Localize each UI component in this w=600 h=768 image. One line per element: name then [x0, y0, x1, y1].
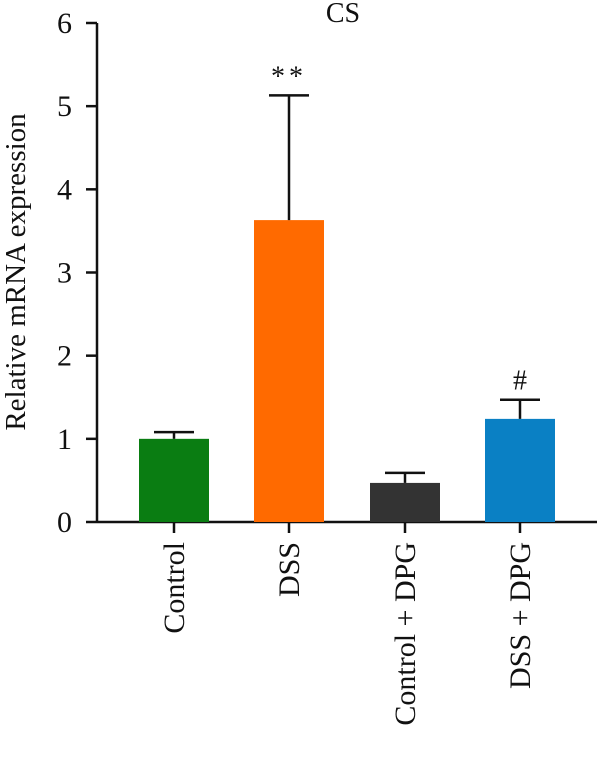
plot-area: 0 1 2 3 4 5 6 Control ** DSS Control + DPG # DSS + D…: [57, 7, 597, 726]
x-category-label: Control: [158, 542, 191, 634]
x-category-label: DSS + DPG: [504, 542, 537, 689]
bar-control-dpg: [370, 482, 440, 522]
x-category-label: DSS: [273, 542, 306, 597]
y-tick-label: 5: [57, 90, 72, 123]
bar-dss: [254, 220, 324, 523]
bar-control: [139, 438, 209, 522]
significance-label: #: [513, 366, 527, 397]
y-axis-title: Relative mRNA expression: [0, 113, 32, 431]
bar-dss-dpg: [485, 418, 555, 522]
x-category-label: Control + DPG: [389, 542, 422, 726]
chart-title: CS: [326, 0, 360, 29]
y-tick-label: 2: [57, 340, 72, 373]
y-tick-label: 3: [57, 257, 72, 290]
y-tick-label: 0: [57, 506, 72, 539]
y-tick-label: 1: [57, 423, 72, 456]
y-tick-label: 4: [57, 173, 72, 206]
significance-label: **: [271, 61, 307, 92]
y-tick-label: 6: [57, 7, 72, 40]
